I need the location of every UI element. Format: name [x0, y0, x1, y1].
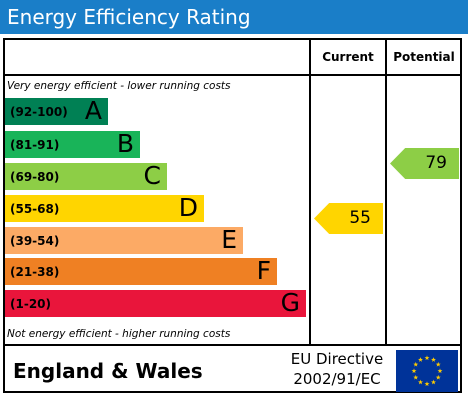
eu-flag-star: [411, 368, 417, 374]
eu-directive: EU Directive 2002/91/EC: [282, 349, 392, 389]
current-column-header: Current: [322, 50, 374, 64]
eu-flag-star: [424, 355, 430, 361]
band-g-range: (1-20): [10, 297, 51, 311]
potential-rating-arrow: 79: [390, 148, 459, 179]
current-rating-value: 55: [349, 208, 371, 228]
band-f-letter: F: [256, 256, 271, 285]
top-note: Very energy efficient - lower running co…: [7, 80, 231, 92]
eu-flag-star: [418, 379, 423, 385]
eu-flag-star: [413, 361, 419, 367]
eu-flag-star: [431, 379, 436, 385]
eu-flag-star: [413, 374, 419, 380]
band-a: (92-100) A: [5, 96, 108, 125]
band-f: (21-38) F: [5, 256, 277, 285]
footer-divider: [3, 344, 462, 346]
current-rating-arrow: 55: [314, 203, 383, 234]
eu-flag-star: [437, 368, 443, 374]
bottom-note: Not energy efficient - higher running co…: [7, 328, 231, 340]
region-label: England & Wales: [13, 359, 203, 383]
current-column-divider: [309, 38, 311, 345]
band-b-letter: B: [116, 129, 134, 158]
chart-title: Energy Efficiency Rating: [7, 5, 251, 29]
eu-flag-star: [435, 374, 441, 380]
band-g-letter: G: [280, 288, 300, 317]
eu-flag-star: [424, 381, 430, 387]
band-d: (55-68) D: [5, 193, 204, 222]
band-d-range: (55-68): [10, 202, 60, 216]
band-c: (69-80) C: [5, 161, 167, 190]
band-b-range: (81-91): [10, 138, 60, 152]
potential-rating-value: 79: [425, 153, 447, 173]
title-bar: Energy Efficiency Rating: [0, 0, 468, 34]
band-a-range: (92-100): [10, 105, 68, 119]
band-e: (39-54) E: [5, 225, 243, 254]
eu-flag-star: [435, 361, 441, 367]
eu-directive-line1: EU Directive: [290, 350, 384, 368]
band-b: (81-91) B: [5, 129, 140, 158]
header-divider: [3, 74, 462, 76]
band-c-range: (69-80): [10, 170, 60, 184]
potential-column-divider: [385, 38, 387, 345]
band-c-letter: C: [143, 161, 161, 190]
band-g: (1-20) G: [5, 288, 306, 317]
band-d-letter: D: [178, 193, 198, 222]
rating-frame: [3, 38, 462, 393]
potential-column-header: Potential: [393, 50, 455, 64]
eu-directive-line2: 2002/91/EC: [293, 370, 381, 388]
band-f-range: (21-38): [10, 265, 60, 279]
eu-flag-star: [431, 357, 436, 362]
eu-flag-star: [418, 357, 423, 362]
band-e-range: (39-54): [10, 234, 60, 248]
band-e-letter: E: [221, 225, 237, 254]
band-a-letter: A: [84, 96, 102, 125]
eu-flag-icon: [396, 350, 458, 392]
eu-flag-stars: [411, 355, 443, 387]
